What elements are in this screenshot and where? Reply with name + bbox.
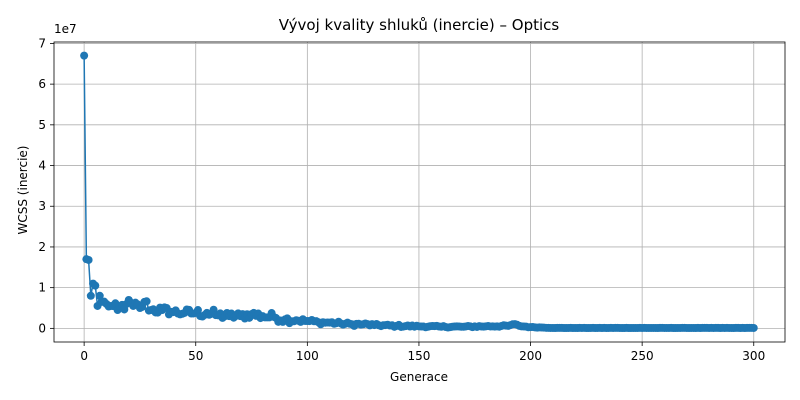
plot-frame: [53, 41, 786, 343]
x-axis-label: Generace: [390, 370, 448, 384]
y-tick-label: 2: [38, 240, 46, 254]
x-tick-label: 250: [631, 349, 654, 363]
data-point: [193, 306, 202, 315]
y-tick-label: 0: [38, 321, 46, 335]
y-axis-offset-label: 1e7: [54, 22, 77, 36]
data-point: [86, 291, 95, 300]
plot-area: [80, 51, 758, 333]
data-point: [91, 281, 100, 290]
x-tick-label: 50: [188, 349, 203, 363]
series-markers: [80, 51, 758, 333]
y-tick-label: 7: [38, 36, 46, 50]
x-axis-ticks: 0 50 100 150 200 250 300: [80, 342, 765, 363]
x-tick-label: 200: [519, 349, 542, 363]
x-tick-label: 0: [80, 349, 88, 363]
data-point: [95, 291, 104, 300]
grid: [54, 42, 785, 342]
y-tick-label: 3: [38, 199, 46, 213]
y-tick-label: 6: [38, 77, 46, 91]
y-axis-label: WCSS (inercie): [16, 146, 30, 235]
data-point: [80, 51, 89, 60]
data-point: [749, 323, 758, 332]
x-tick-label: 300: [742, 349, 765, 363]
chart-title: Vývoj kvality shluků (inercie) – Optics: [279, 16, 560, 34]
y-tick-label: 5: [38, 118, 46, 132]
data-point: [142, 297, 151, 306]
data-point: [84, 255, 93, 264]
y-tick-label: 1: [38, 281, 46, 295]
x-tick-label: 100: [296, 349, 319, 363]
y-axis-ticks: 0 1 2 3 4 5 6 7: [38, 36, 54, 335]
y-tick-label: 4: [38, 159, 46, 173]
x-tick-label: 150: [407, 349, 430, 363]
